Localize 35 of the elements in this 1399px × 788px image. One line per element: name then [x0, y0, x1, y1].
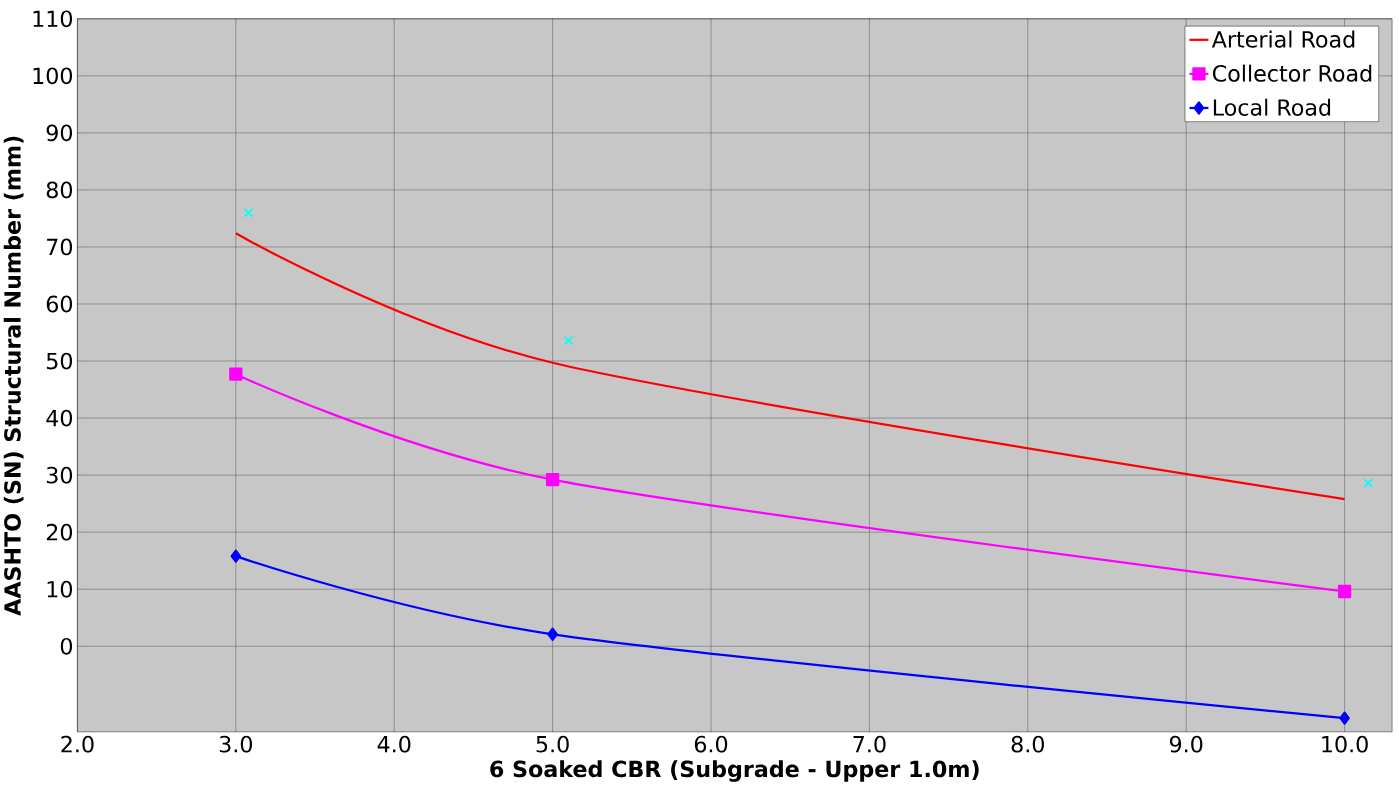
y-tick-label: 80 [46, 181, 73, 199]
legend-label: Local Road [1213, 98, 1331, 117]
y-tick-label: 30 [46, 466, 73, 484]
x-tick-label: 7.0 [853, 735, 886, 753]
y-tick-label: 20 [46, 523, 73, 541]
legend-label: Collector Road [1212, 64, 1372, 82]
x-tick-label: 10.0 [1322, 735, 1368, 753]
point [1339, 711, 1350, 725]
point [243, 208, 254, 218]
x-tick-label: 3.0 [219, 735, 252, 753]
y-tick-label: 70 [47, 238, 73, 256]
y-axis-title: AASHTO (SN) Structural Number (mm) [3, 136, 24, 616]
x-tick-label: 6.0 [694, 735, 728, 753]
y-tick-label: 100 [33, 67, 73, 85]
x-tick-label: 5.0 [536, 735, 569, 753]
y-tick-label: 60 [46, 295, 73, 313]
point [547, 627, 558, 642]
x-tick-label: 4.0 [377, 735, 411, 753]
y-tick-label: 90 [46, 124, 73, 142]
point [1363, 478, 1374, 488]
y-tick-label: 50 [46, 352, 73, 370]
y-tick-label: 110 [33, 10, 73, 28]
y-tick-label: 0 [60, 638, 73, 655]
legend-label: Arterial Road [1211, 30, 1355, 48]
point [563, 335, 574, 346]
x-axis-title: 6 Soaked CBR (Subgrade - Upper 1.0m) [490, 760, 979, 782]
y-tick-label: 40 [46, 409, 73, 427]
point [545, 473, 560, 487]
y-tick-label: 10 [47, 580, 73, 598]
x-tick-label: 8.0 [1011, 735, 1044, 753]
x-tick-label: 9.0 [1169, 735, 1203, 753]
point [230, 549, 242, 563]
point [229, 367, 243, 381]
point [1337, 584, 1352, 599]
x-tick-label: 2.0 [61, 735, 94, 753]
